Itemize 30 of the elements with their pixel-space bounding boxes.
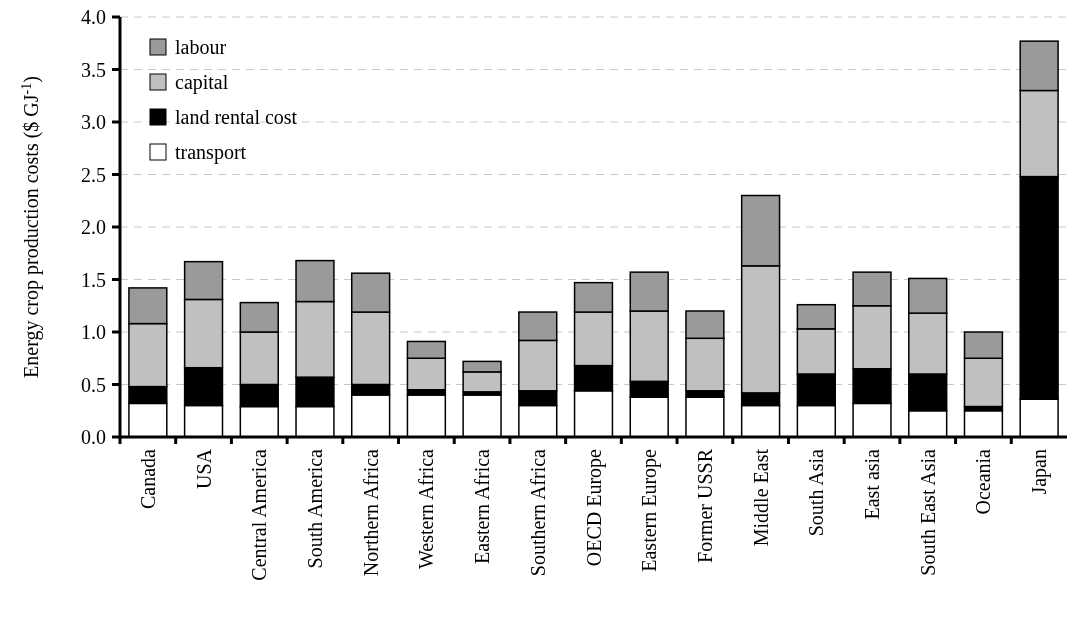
x-tick-label: USA [192,448,215,490]
legend-label: transport [175,141,247,164]
y-tick-label: 2.5 [81,163,106,186]
x-tick-label: Eastern Europe [638,448,662,572]
legend-label: labour [175,36,227,58]
x-tick-label: South East Asia [916,448,939,576]
x-tick-label: Middle East [749,448,772,547]
x-tick-label: South America [303,448,326,569]
x-tick-label: Former USSR [693,448,716,563]
y-tick-label: 1.0 [81,321,106,343]
x-tick-label: South Asia [805,448,828,537]
y-tick-label: 2.0 [81,216,106,238]
y-tick-label: 4.0 [81,6,106,28]
x-tick-label: Southern Africa [526,448,549,577]
x-tick-label: Western Africa [415,448,438,569]
x-tick-label: Canada [136,448,159,509]
x-tick-label: Eastern Africa [471,448,494,564]
y-tick-label: 3.0 [81,111,106,133]
legend-label: land rental cost [175,106,298,128]
x-tick-label: Oceania [972,448,995,515]
y-tick-label: 0.5 [81,373,106,396]
x-tick-label: Japan [1028,449,1052,495]
x-tick-label: Northern Africa [359,448,382,577]
y-tick-label: 0.0 [81,426,106,448]
x-tick-label: OECD Europe [582,448,606,567]
legend-label: capital [175,71,229,94]
y-tick-label: 3.5 [81,58,106,81]
x-tick-label: East asia [861,448,884,520]
x-tick-label: Central America [248,448,271,581]
y-tick-label: 1.5 [81,268,106,291]
